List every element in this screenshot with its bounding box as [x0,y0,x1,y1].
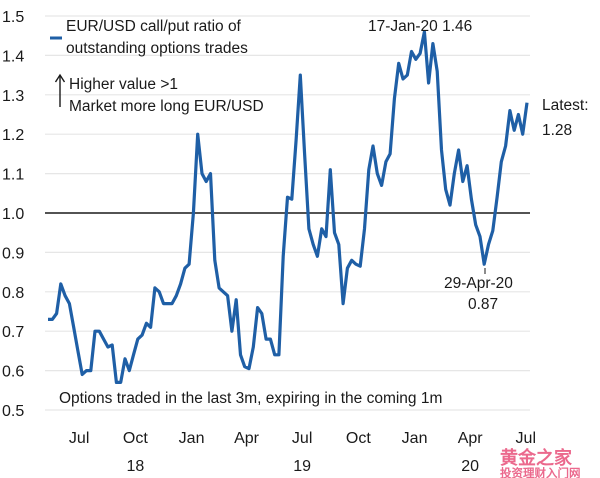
x-tick-label: Apr [234,430,260,447]
y-tick-label: 1.4 [2,48,24,65]
x-tick-label: Jul [69,430,89,447]
y-tick-label: 1.2 [2,127,24,144]
y-tick-label: 0.9 [2,245,24,262]
annotation-direction-2: Market more long EUR/USD [69,98,264,115]
up-arrow-head [54,73,66,83]
y-tick-label: 0.7 [2,324,24,341]
x-tick-label: Oct [123,430,148,447]
y-tick-label: 1.3 [2,88,24,105]
y-tick-label: 0.5 [2,403,24,420]
x-tick-label: Jan [179,430,205,447]
annotation-latest-label: Latest: [542,97,589,114]
watermark-logo: 黄金之家 [500,447,573,468]
annotation-direction-1: Higher value >1 [69,76,178,93]
annotation-trough-value: 0.87 [468,296,498,313]
y-tick-label: 1.5 [2,9,24,26]
footnote: Options traded in the last 3m, expiring … [59,390,442,407]
x-year-label: 20 [461,458,479,475]
x-tick-label: Jul [516,430,536,447]
annotation-latest-value: 1.28 [542,122,572,139]
legend-label-line2: outstanding options trades [66,40,248,57]
y-tick-label: 0.6 [2,364,24,381]
x-tick-label: Jul [292,430,312,447]
x-tick-label: Oct [346,430,371,447]
y-tick-label: 1.1 [2,167,24,184]
x-year-label: 19 [293,458,311,475]
x-tick-label: Jan [402,430,428,447]
annotation-peak: 17-Jan-20 1.46 [368,18,472,35]
x-axis: Jul Oct Jan Apr Jul Oct Jan Apr Jul 18 19 20 [69,430,536,475]
legend-label-line1: EUR/USD call/put ratio of [66,18,242,35]
y-tick-label: 0.8 [2,285,24,302]
y-tick-label: 1.0 [2,206,24,223]
watermark-logo-sub: 投资理财入门网 [500,466,581,478]
series-line-call-put-ratio [48,30,529,384]
annotation-trough-date: 29-Apr-20 [444,275,513,292]
x-tick-label: Apr [458,430,484,447]
x-year-label: 18 [126,458,144,475]
y-axis: 1.5 1.4 1.3 1.2 1.1 1.0 0.9 0.8 0.7 0.6 0.5 [2,9,24,420]
